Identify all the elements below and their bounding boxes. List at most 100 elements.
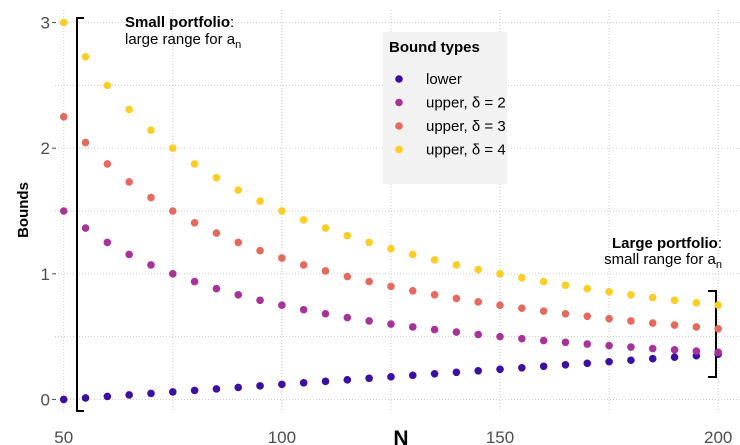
point-series-0	[539, 362, 548, 371]
point-series-2	[714, 324, 722, 333]
x-tick-label: 50	[54, 428, 73, 445]
point-series-2	[278, 254, 286, 262]
legend-label-0: lower	[426, 71, 462, 88]
point-series-3	[670, 296, 679, 305]
legend-key-2	[395, 122, 403, 130]
point-series-3	[430, 256, 439, 264]
point-series-3	[496, 270, 504, 278]
point-series-3	[103, 81, 112, 90]
legend: Bound types lower upper, δ = 2 upper, δ = …	[383, 32, 507, 184]
legend-background	[383, 32, 507, 184]
point-series-0	[278, 380, 286, 389]
point-series-3	[321, 224, 330, 232]
point-series-2	[256, 246, 264, 255]
large-portfolio-text: small range for a	[604, 251, 716, 268]
point-series-0	[430, 370, 439, 378]
point-series-0	[408, 371, 417, 380]
point-series-0	[365, 374, 373, 383]
small-portfolio-colon: :	[230, 14, 234, 31]
point-series-0	[81, 394, 90, 402]
point-series-0	[627, 356, 635, 365]
point-series-3	[59, 18, 68, 27]
point-series-1	[81, 224, 90, 232]
point-series-2	[561, 309, 570, 318]
large-portfolio-colon: :	[718, 235, 722, 252]
point-series-3	[408, 250, 417, 259]
point-series-1	[212, 284, 221, 293]
point-series-0	[234, 383, 243, 392]
point-series-3	[452, 261, 461, 269]
point-series-2	[670, 321, 679, 329]
legend-key-0	[395, 75, 403, 83]
legend-key-1	[395, 98, 403, 107]
point-series-0	[169, 388, 177, 396]
point-series-2	[648, 319, 657, 327]
small-portfolio-subtitle: large range for an	[125, 31, 241, 51]
x-tick-label: 100	[268, 428, 296, 445]
point-series-0	[496, 365, 504, 374]
point-series-1	[561, 338, 570, 347]
point-series-2	[81, 138, 90, 147]
point-series-3	[627, 290, 635, 299]
legend-label-3: upper, δ = 4	[426, 142, 506, 159]
point-series-2	[190, 219, 199, 227]
point-series-2	[452, 294, 461, 303]
point-series-3	[299, 216, 308, 224]
point-series-3	[125, 105, 133, 114]
point-series-1	[59, 207, 68, 215]
y-tick-label: 3	[41, 14, 50, 33]
point-series-1	[321, 309, 330, 318]
large-portfolio-bold: Large portfolio	[612, 235, 718, 252]
point-series-1	[627, 343, 635, 351]
point-series-2	[627, 317, 635, 325]
point-series-2	[103, 160, 112, 168]
point-series-1	[605, 341, 613, 350]
small-portfolio-title: Small portfolio:	[125, 14, 234, 31]
data-points	[59, 18, 722, 404]
point-series-0	[147, 389, 155, 398]
point-series-0	[452, 368, 461, 377]
point-series-1	[103, 238, 112, 247]
point-series-2	[321, 267, 330, 275]
point-series-0	[670, 353, 679, 362]
legend-label-2: upper, δ = 3	[426, 118, 506, 135]
point-series-3	[169, 144, 177, 152]
large-portfolio-title: Large portfolio:	[612, 235, 722, 252]
point-series-1	[692, 347, 701, 355]
point-series-3	[474, 265, 483, 274]
point-series-0	[605, 357, 613, 366]
point-series-3	[234, 186, 243, 194]
point-series-2	[605, 314, 613, 323]
point-series-1	[256, 296, 264, 305]
point-series-1	[452, 328, 461, 336]
point-series-1	[278, 301, 286, 310]
point-series-1	[648, 344, 657, 353]
point-series-0	[299, 379, 308, 387]
y-tick-labels: 0 1 2 3	[41, 14, 56, 409]
point-series-1	[474, 330, 483, 339]
point-series-2	[692, 323, 701, 331]
small-portfolio-bold: Small portfolio	[125, 14, 230, 31]
small-portfolio-text: large range for a	[125, 31, 236, 48]
point-series-3	[648, 293, 657, 302]
legend-key-3	[395, 145, 403, 154]
point-series-1	[299, 305, 308, 314]
point-series-3	[539, 277, 548, 286]
point-series-0	[387, 373, 395, 381]
large-portfolio-bracket	[708, 290, 717, 378]
point-series-1	[539, 336, 548, 345]
point-series-1	[430, 325, 439, 334]
y-tick-label: 1	[41, 265, 50, 284]
point-series-3	[714, 301, 722, 310]
point-series-0	[125, 391, 133, 399]
y-axis-title: Bounds	[15, 182, 32, 238]
point-series-2	[518, 304, 526, 313]
point-series-3	[278, 207, 286, 215]
point-series-3	[147, 126, 155, 135]
point-series-2	[59, 112, 68, 121]
point-series-0	[561, 360, 570, 369]
point-series-2	[147, 193, 155, 202]
point-series-1	[234, 290, 243, 299]
point-series-2	[212, 229, 221, 237]
